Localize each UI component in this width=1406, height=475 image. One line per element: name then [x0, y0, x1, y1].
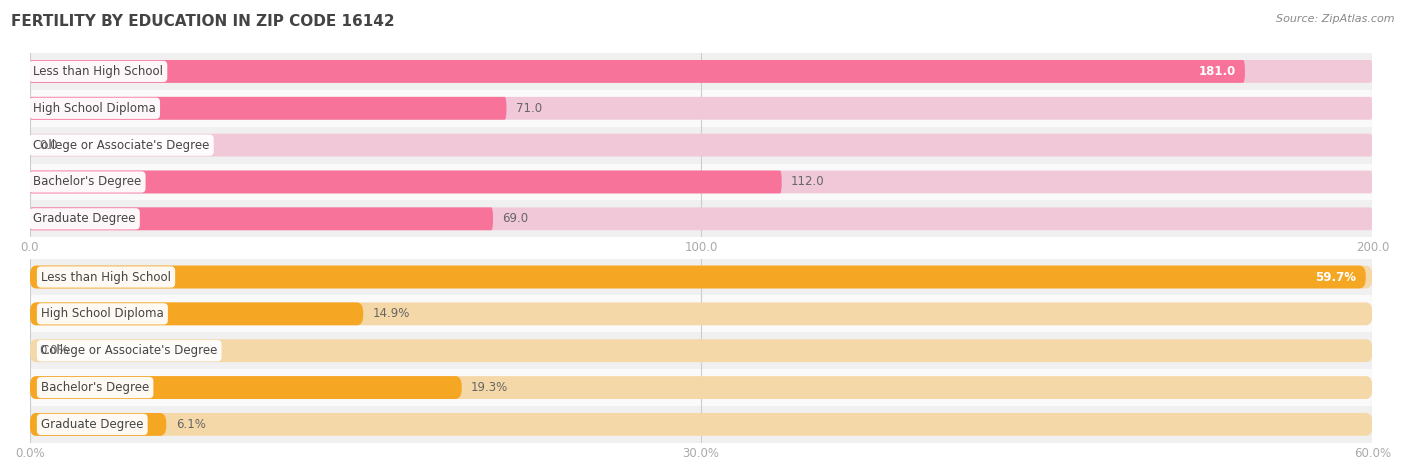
Bar — [30, 406, 1372, 443]
FancyBboxPatch shape — [30, 413, 166, 436]
FancyBboxPatch shape — [30, 266, 1365, 288]
Text: 69.0: 69.0 — [502, 212, 529, 225]
Bar — [30, 90, 1372, 127]
Text: Bachelor's Degree: Bachelor's Degree — [34, 175, 142, 189]
Text: 14.9%: 14.9% — [373, 307, 411, 320]
Text: 71.0: 71.0 — [516, 102, 541, 115]
FancyBboxPatch shape — [30, 339, 1372, 362]
Bar — [30, 332, 1372, 369]
FancyBboxPatch shape — [30, 303, 1372, 325]
Bar — [30, 200, 1372, 237]
FancyBboxPatch shape — [30, 413, 1372, 436]
Bar — [30, 163, 1372, 200]
FancyBboxPatch shape — [30, 208, 1372, 230]
Text: College or Associate's Degree: College or Associate's Degree — [41, 344, 218, 357]
FancyBboxPatch shape — [30, 133, 1372, 157]
FancyBboxPatch shape — [30, 97, 1372, 120]
Text: 0.0: 0.0 — [39, 139, 58, 152]
Text: 0.0%: 0.0% — [39, 344, 69, 357]
FancyBboxPatch shape — [30, 97, 506, 120]
Text: Graduate Degree: Graduate Degree — [34, 212, 135, 225]
Text: 6.1%: 6.1% — [176, 418, 205, 431]
Bar — [30, 53, 1372, 90]
FancyBboxPatch shape — [30, 303, 363, 325]
FancyBboxPatch shape — [30, 60, 1244, 83]
Bar — [30, 295, 1372, 332]
Text: 59.7%: 59.7% — [1316, 270, 1357, 284]
Text: Less than High School: Less than High School — [41, 270, 172, 284]
Text: High School Diploma: High School Diploma — [34, 102, 156, 115]
Text: Graduate Degree: Graduate Degree — [41, 418, 143, 431]
FancyBboxPatch shape — [30, 266, 1372, 288]
Text: College or Associate's Degree: College or Associate's Degree — [34, 139, 209, 152]
Text: High School Diploma: High School Diploma — [41, 307, 163, 320]
Text: 112.0: 112.0 — [792, 175, 825, 189]
FancyBboxPatch shape — [30, 171, 782, 193]
FancyBboxPatch shape — [30, 376, 1372, 399]
Bar — [30, 258, 1372, 295]
Bar — [30, 369, 1372, 406]
Text: 181.0: 181.0 — [1198, 65, 1236, 78]
Text: 19.3%: 19.3% — [471, 381, 509, 394]
Text: Less than High School: Less than High School — [34, 65, 163, 78]
Bar — [30, 127, 1372, 163]
Text: FERTILITY BY EDUCATION IN ZIP CODE 16142: FERTILITY BY EDUCATION IN ZIP CODE 16142 — [11, 14, 395, 29]
Text: Bachelor's Degree: Bachelor's Degree — [41, 381, 149, 394]
Text: Source: ZipAtlas.com: Source: ZipAtlas.com — [1277, 14, 1395, 24]
FancyBboxPatch shape — [30, 208, 494, 230]
FancyBboxPatch shape — [30, 171, 1372, 193]
FancyBboxPatch shape — [30, 60, 1372, 83]
FancyBboxPatch shape — [30, 376, 461, 399]
